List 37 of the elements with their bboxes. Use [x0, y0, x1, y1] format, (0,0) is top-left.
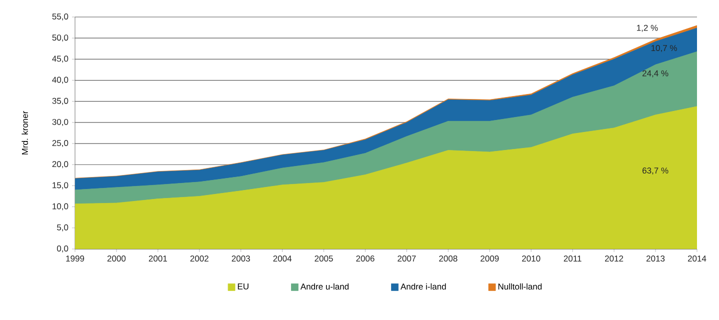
y-tick-label: 40,0 [52, 76, 68, 84]
x-tick-label: 2007 [398, 256, 416, 262]
y-tick-label: 25,0 [52, 140, 68, 148]
legend-label: Nulltoll-land [498, 283, 542, 290]
x-tick-label: 2001 [148, 256, 167, 262]
x-tick-label: 2004 [273, 256, 292, 262]
x-tick-label: 2013 [646, 256, 665, 262]
y-tick-label: 55,0 [52, 13, 68, 20]
x-tick-label: 2003 [232, 256, 250, 262]
x-tick-label: 1999 [66, 256, 84, 262]
y-tick-label: 0,0 [56, 245, 68, 252]
y-tick-label: 35,0 [52, 98, 68, 105]
y-tick-label: 5,0 [57, 224, 68, 232]
y-axis-title: Mrd. kroner [22, 111, 28, 154]
x-tick-label: 2008 [439, 256, 458, 262]
x-tick-label: 2014 [688, 256, 706, 262]
x-tick-label: 2005 [314, 256, 333, 262]
annotation: 24,4 % [642, 70, 668, 78]
annotation: 63,7 % [642, 168, 668, 175]
x-tick-label: 2010 [522, 256, 540, 262]
y-tick-label: 45,0 [52, 56, 68, 63]
y-tick-label: 20,0 [52, 161, 68, 168]
x-tick-label: 2009 [480, 256, 499, 262]
x-tick-label: 2011 [564, 256, 582, 262]
y-tick-label: 50,0 [52, 34, 68, 42]
x-tick-label: 2002 [190, 256, 208, 262]
legend-label: Andre u-land [300, 283, 349, 290]
y-tick-label: 15,0 [52, 182, 68, 190]
x-tick-label: 2012 [605, 256, 624, 262]
legend-label: Andre i-land [400, 283, 446, 290]
x-tick-label: 2000 [107, 256, 126, 262]
x-tick-label: 2006 [356, 256, 374, 262]
y-tick-label: 30,0 [52, 118, 68, 126]
y-tick-label: 10,0 [52, 203, 68, 210]
annotation: 1,2 % [637, 24, 658, 32]
legend-label: EU [238, 284, 248, 290]
annotation: 10,7 % [651, 45, 677, 52]
